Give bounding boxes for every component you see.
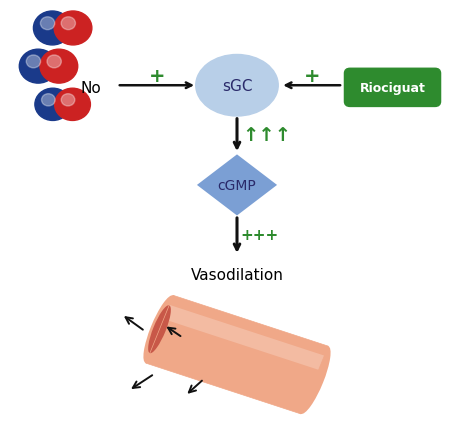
Ellipse shape bbox=[148, 305, 171, 354]
Circle shape bbox=[42, 95, 55, 106]
Circle shape bbox=[61, 95, 75, 106]
Text: ↑↑↑: ↑↑↑ bbox=[242, 125, 291, 144]
Circle shape bbox=[54, 12, 92, 46]
Circle shape bbox=[34, 12, 71, 46]
Text: sGC: sGC bbox=[222, 78, 252, 94]
Text: +: + bbox=[304, 67, 320, 86]
Circle shape bbox=[47, 56, 61, 69]
Ellipse shape bbox=[144, 296, 175, 363]
Text: +: + bbox=[149, 67, 165, 86]
Ellipse shape bbox=[299, 346, 330, 414]
Polygon shape bbox=[146, 296, 328, 414]
FancyBboxPatch shape bbox=[345, 69, 440, 107]
Circle shape bbox=[19, 50, 57, 84]
Text: cGMP: cGMP bbox=[218, 178, 256, 193]
Circle shape bbox=[40, 18, 55, 31]
Circle shape bbox=[26, 56, 41, 69]
Text: +++: +++ bbox=[240, 228, 279, 243]
Text: Vasodilation: Vasodilation bbox=[191, 267, 283, 282]
Text: Riociguat: Riociguat bbox=[360, 82, 426, 95]
Circle shape bbox=[55, 89, 91, 121]
Circle shape bbox=[61, 18, 75, 31]
Text: No: No bbox=[81, 81, 101, 95]
Polygon shape bbox=[197, 155, 277, 216]
Polygon shape bbox=[164, 305, 324, 370]
Circle shape bbox=[35, 89, 71, 121]
Ellipse shape bbox=[196, 55, 278, 117]
Circle shape bbox=[40, 50, 78, 84]
